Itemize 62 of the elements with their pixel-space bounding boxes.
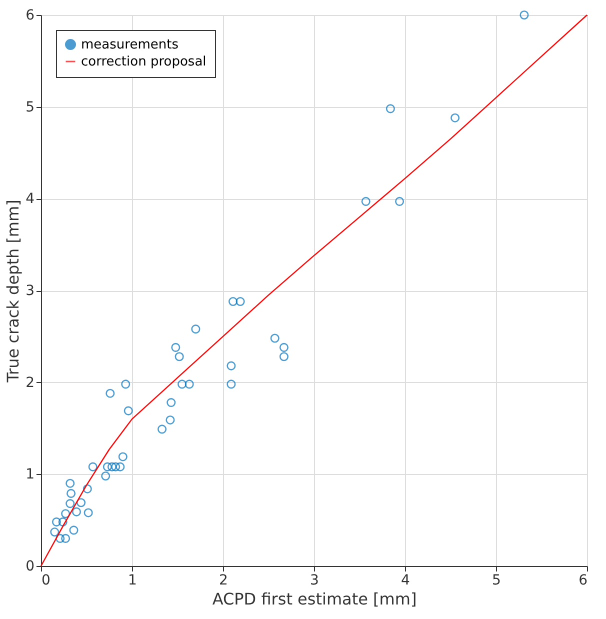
point (236, 297, 245, 306)
point (361, 196, 370, 206)
point (174, 352, 184, 362)
point (106, 388, 115, 398)
point (226, 380, 236, 389)
x-tick-label: 1 (128, 572, 137, 588)
point (66, 499, 75, 508)
x-tick-label: 4 (401, 572, 410, 588)
point (116, 462, 125, 472)
point (61, 509, 70, 518)
y-tick-label: 4 (26, 191, 35, 208)
point (66, 478, 75, 488)
legend-label: measurements (81, 38, 179, 52)
point (124, 406, 133, 416)
point (88, 462, 98, 472)
point (82, 484, 92, 494)
point (102, 462, 112, 472)
point (118, 452, 128, 462)
y-tick-label: 1 (26, 466, 34, 483)
point (84, 508, 93, 518)
point (279, 352, 288, 362)
point (226, 361, 236, 370)
y-tick-label: 3 (26, 283, 34, 299)
point (101, 471, 110, 481)
x-tick-label: 0 (42, 572, 50, 588)
point (520, 10, 529, 20)
y-tick-label: 5 (26, 99, 34, 116)
point (52, 517, 61, 526)
point (191, 324, 200, 334)
point (107, 462, 117, 472)
y-tick-label: 2 (26, 374, 34, 391)
point (270, 334, 280, 343)
point (121, 380, 130, 389)
point (178, 380, 187, 389)
y-axis-title: True crack depth [mm] (4, 200, 23, 384)
point (228, 297, 238, 306)
point (166, 415, 175, 424)
point (72, 507, 82, 516)
x-tick-label: 3 (310, 572, 319, 588)
point (66, 488, 76, 498)
point (386, 104, 395, 114)
point (111, 462, 120, 472)
y-tick-label: 0 (26, 558, 34, 574)
point (50, 528, 60, 537)
point (395, 196, 404, 206)
x-tick-label: 6 (578, 572, 588, 588)
point (279, 342, 288, 352)
point (69, 526, 78, 535)
legend-label: correction proposal (81, 54, 206, 70)
point (166, 398, 176, 408)
point (171, 342, 180, 352)
point (76, 498, 86, 508)
x-axis-title: ACPD first estimate [mm] (212, 590, 417, 608)
y-tick-label: 6 (26, 8, 35, 24)
point (61, 534, 70, 543)
point (450, 113, 460, 122)
point (56, 534, 65, 543)
point (58, 517, 68, 526)
point (184, 380, 194, 389)
x-tick-label: 5 (492, 572, 501, 588)
x-tick-label: 2 (219, 572, 228, 588)
point (158, 424, 167, 434)
